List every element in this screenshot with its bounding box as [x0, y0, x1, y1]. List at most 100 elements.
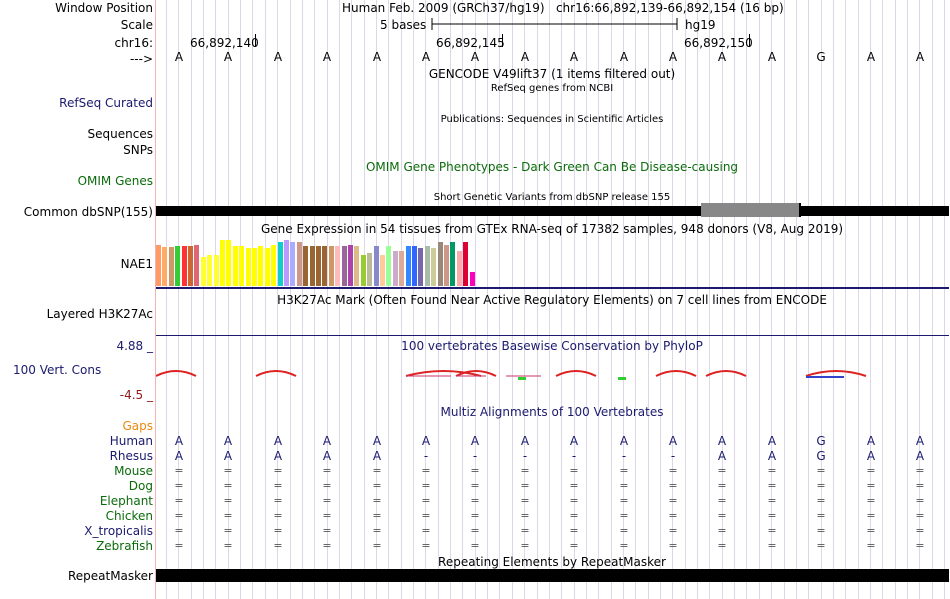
- species-label[interactable]: Dog: [128, 479, 153, 493]
- gtex-bar[interactable]: [399, 251, 404, 286]
- gridline: [314, 0, 315, 599]
- vert-cons-label[interactable]: 100 Vert. Cons: [13, 363, 102, 377]
- gtex-bar[interactable]: [290, 242, 295, 286]
- gtex-bar[interactable]: [470, 272, 475, 286]
- gtex-bar[interactable]: [175, 246, 180, 286]
- gtex-bar[interactable]: [226, 240, 231, 286]
- alignment-cell: =: [520, 509, 530, 522]
- gtex-bar[interactable]: [220, 240, 225, 286]
- gtex-bar[interactable]: [162, 247, 167, 286]
- label-panel-divider: [155, 0, 156, 599]
- alignment-cell: =: [470, 464, 480, 477]
- species-label[interactable]: Rhesus: [109, 449, 153, 463]
- gtex-bar[interactable]: [374, 246, 379, 286]
- gtex-bar[interactable]: [303, 246, 308, 286]
- gtex-bar[interactable]: [284, 240, 289, 286]
- refseq-curated-label[interactable]: RefSeq Curated: [59, 96, 153, 110]
- alignment-cell: =: [421, 539, 431, 552]
- alignment-cell: =: [322, 524, 332, 537]
- gtex-bar[interactable]: [207, 255, 212, 286]
- gtex-bar[interactable]: [348, 245, 353, 286]
- gtex-bar[interactable]: [322, 246, 327, 286]
- alignment-cell: =: [520, 464, 530, 477]
- gtex-bar[interactable]: [278, 242, 283, 286]
- gtex-bar[interactable]: [354, 246, 359, 286]
- alignment-cell: =: [866, 539, 876, 552]
- gtex-bar[interactable]: [201, 257, 206, 286]
- gridline: [376, 0, 377, 599]
- gtex-bar[interactable]: [194, 245, 199, 286]
- gtex-bar[interactable]: [329, 246, 334, 286]
- gtex-bar[interactable]: [393, 251, 398, 286]
- alignment-cell: =: [767, 524, 777, 537]
- gtex-bar[interactable]: [316, 246, 321, 286]
- alignment-cell: =: [866, 479, 876, 492]
- gridline: [413, 0, 414, 599]
- gtex-bar[interactable]: [239, 246, 244, 286]
- omim-genes-label[interactable]: OMIM Genes: [77, 174, 153, 188]
- alignment-cell: =: [421, 509, 431, 522]
- dbsnp-feature-highlight[interactable]: [701, 203, 801, 217]
- gtex-bar-chart[interactable]: [156, 236, 536, 286]
- gtex-bar[interactable]: [258, 246, 263, 286]
- gtex-bar[interactable]: [310, 246, 315, 286]
- alignment-cell: =: [717, 509, 727, 522]
- species-label[interactable]: X_tropicalis: [84, 524, 153, 538]
- chrom-label: chr16:: [114, 36, 153, 50]
- alignment-cell: A: [569, 434, 579, 448]
- layered-h3k27ac-label[interactable]: Layered H3K27Ac: [46, 307, 153, 321]
- dbsnp-feature-bar[interactable]: [156, 206, 949, 216]
- gtex-bar[interactable]: [188, 246, 193, 286]
- repeatmasker-label[interactable]: RepeatMasker: [67, 569, 153, 583]
- gtex-bar[interactable]: [214, 255, 219, 286]
- gtex-track-title: Gene Expression in 54 tissues from GTEx …: [260, 222, 844, 236]
- gtex-bar[interactable]: [380, 255, 385, 286]
- alignment-cell: =: [767, 479, 777, 492]
- conservation-plot[interactable]: [156, 366, 949, 386]
- gridline: [808, 0, 809, 599]
- gtex-bar[interactable]: [182, 246, 187, 286]
- gtex-bar[interactable]: [457, 251, 462, 286]
- tick-mark-1: [255, 34, 256, 47]
- species-label[interactable]: Zebrafish: [96, 539, 153, 553]
- gtex-bar[interactable]: [444, 245, 449, 286]
- gtex-bar[interactable]: [271, 245, 276, 286]
- gtex-bar[interactable]: [386, 246, 391, 286]
- tick-label-2: 66,892,145: [436, 36, 505, 50]
- gtex-gene-label[interactable]: NAE1: [120, 257, 153, 271]
- gtex-bar[interactable]: [431, 248, 436, 286]
- gtex-bar[interactable]: [450, 242, 455, 286]
- alignment-cell: =: [569, 509, 579, 522]
- gtex-bar[interactable]: [156, 245, 161, 286]
- gtex-bar[interactable]: [361, 255, 366, 286]
- gtex-bar[interactable]: [265, 248, 270, 286]
- species-label[interactable]: Elephant: [99, 494, 153, 508]
- gtex-bar[interactable]: [335, 246, 340, 286]
- gtex-bar[interactable]: [367, 253, 372, 286]
- common-dbsnp-label[interactable]: Common dbSNP(155): [23, 205, 153, 219]
- alignment-cell: A: [174, 449, 184, 463]
- gtex-bar[interactable]: [463, 242, 468, 286]
- sequences-label[interactable]: Sequences: [87, 127, 153, 141]
- species-label[interactable]: Chicken: [105, 509, 153, 523]
- species-label[interactable]: Human: [109, 434, 153, 448]
- alignment-cell: A: [273, 434, 283, 448]
- gtex-bar[interactable]: [169, 247, 174, 286]
- gaps-label[interactable]: Gaps: [122, 419, 153, 433]
- gtex-bar[interactable]: [246, 248, 251, 286]
- snps-label[interactable]: SNPs: [123, 143, 153, 157]
- repeatmasker-feature-bar[interactable]: [156, 569, 949, 582]
- gtex-bar[interactable]: [438, 242, 443, 286]
- gtex-bar[interactable]: [425, 246, 430, 286]
- gtex-bar[interactable]: [342, 246, 347, 286]
- species-label[interactable]: Mouse: [114, 464, 153, 478]
- gridline: [685, 0, 686, 599]
- gtex-bar[interactable]: [252, 248, 257, 286]
- gtex-bar[interactable]: [297, 242, 302, 286]
- gtex-bar[interactable]: [406, 246, 411, 286]
- gtex-bar[interactable]: [233, 246, 238, 286]
- gtex-bar[interactable]: [418, 248, 423, 286]
- alignment-cell: =: [668, 479, 678, 492]
- gtex-bar[interactable]: [412, 246, 417, 286]
